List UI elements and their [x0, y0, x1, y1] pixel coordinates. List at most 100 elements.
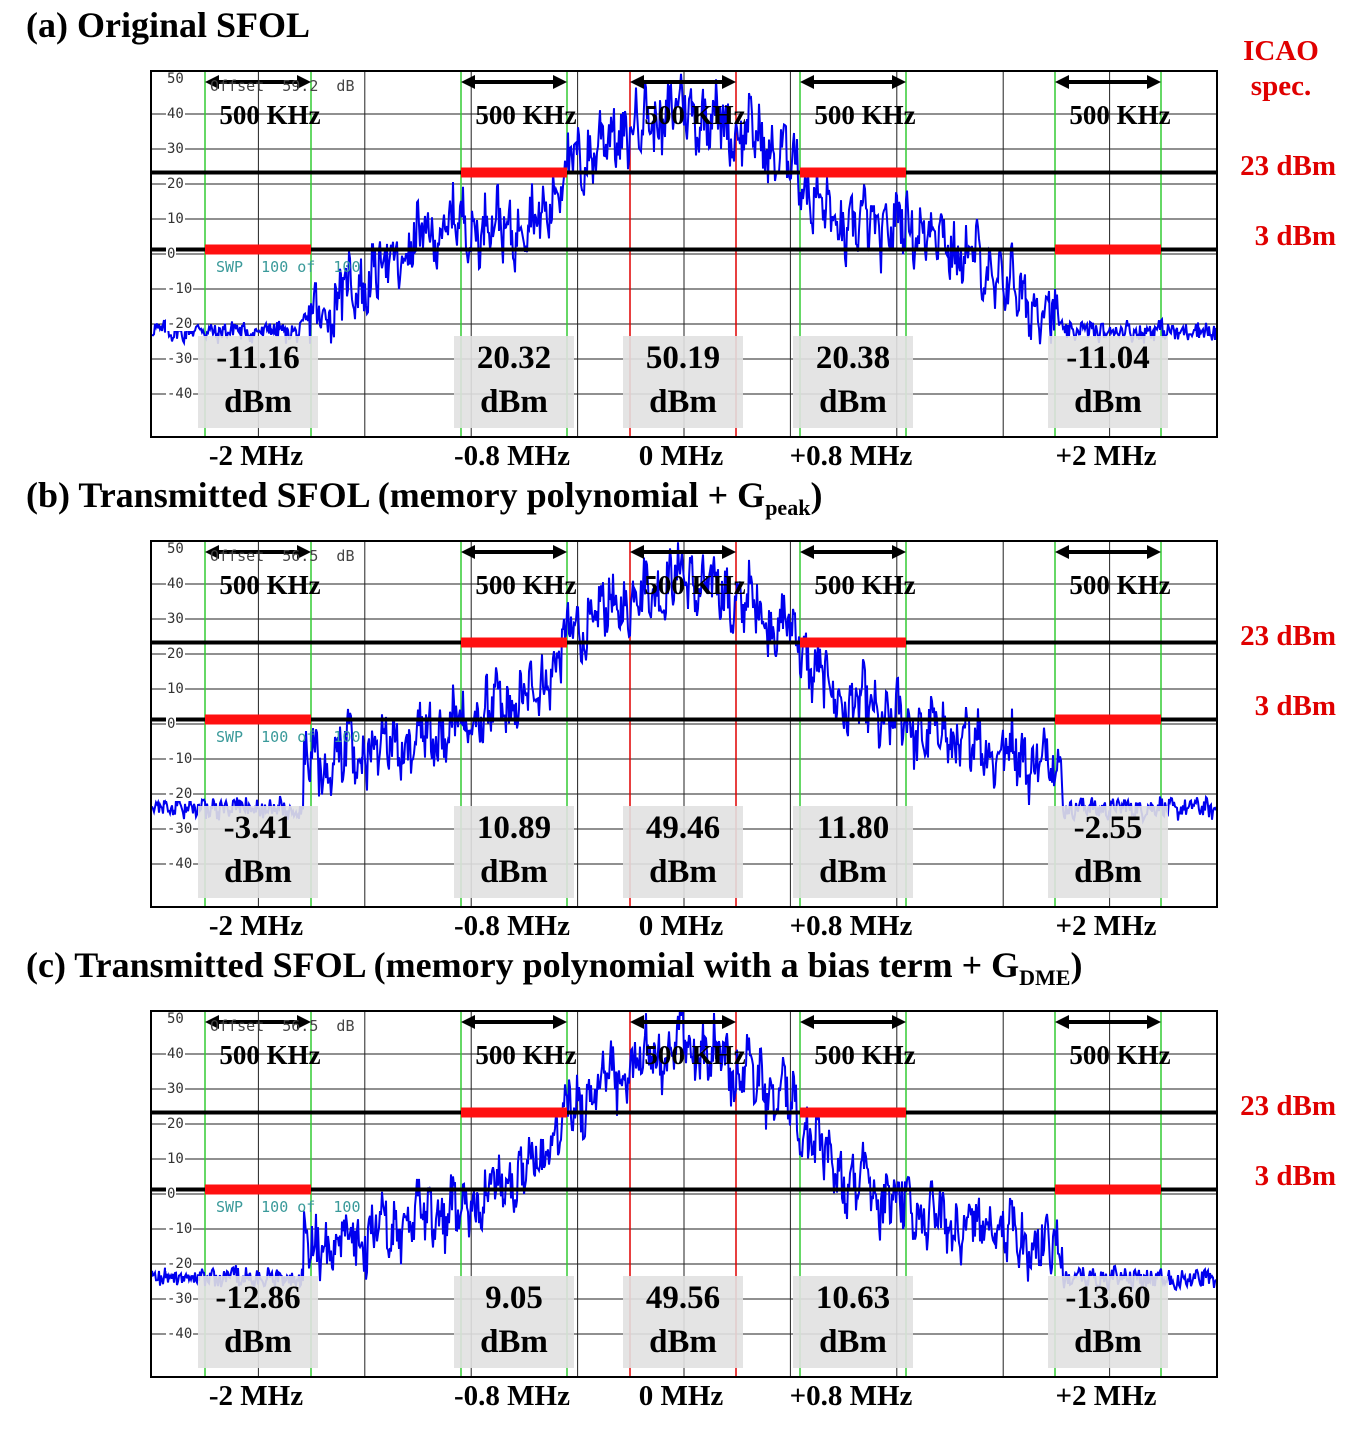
- channel-power-value: -11.04: [1066, 340, 1150, 376]
- window-arrow-head: [722, 75, 736, 89]
- window-arrow-head: [461, 1015, 475, 1029]
- x-tick-label: -0.8 MHz: [454, 440, 570, 472]
- window-width-label: 500 KHz: [644, 570, 746, 600]
- window-arrow-head: [892, 75, 906, 89]
- window-arrow-head: [630, 545, 644, 559]
- x-tick-label: -0.8 MHz: [454, 910, 570, 942]
- x-tick-label: +0.8 MHz: [789, 1380, 913, 1412]
- channel-power-unit: dBm: [224, 384, 292, 420]
- window-arrow-head: [1147, 545, 1161, 559]
- window-arrow-head: [1055, 75, 1069, 89]
- window-arrow-head: [461, 75, 475, 89]
- spectrum-plot: 50 40 30 20 10 0 -10 -20 -30 -40 Offset 56.5 dB SWP…: [150, 1010, 1218, 1378]
- spectrum-plot: 50 40 30 20 10 0 -10 -20 -30 -40 Offset 56.5 dB SWP…: [150, 540, 1218, 908]
- window-arrow-head: [630, 75, 644, 89]
- window-arrow-head: [800, 545, 814, 559]
- spectrum-trace-series: [152, 73, 1216, 347]
- channel-power-value: 20.32: [476, 340, 552, 376]
- channel-power-value: -12.86: [215, 1280, 301, 1316]
- channel-power-value: -11.16: [216, 340, 300, 376]
- channel-power-value: 9.05: [485, 1280, 543, 1316]
- sweep-readout: SWP 100 of 100: [216, 728, 361, 746]
- window-width-label: 500 KHz: [475, 100, 577, 130]
- spec-level-label: 23 dBm: [1240, 620, 1336, 652]
- y-tick-label: -30: [166, 351, 194, 367]
- channel-power-value: 10.63: [815, 1280, 891, 1316]
- x-tick-label: +2 MHz: [1055, 910, 1157, 942]
- window-arrow-head: [1055, 545, 1069, 559]
- window-width-label: 500 KHz: [644, 100, 746, 130]
- window-arrow-head: [297, 545, 311, 559]
- window-arrow-head: [800, 1015, 814, 1029]
- spec-level-label: 3 dBm: [1254, 690, 1336, 722]
- y-tick-label: -10: [166, 281, 194, 297]
- y-tick-label: -30: [166, 821, 194, 837]
- panel-title-text: (b) Transmitted SFOL (memory polynomial …: [26, 475, 766, 515]
- panel-title-end: ): [810, 475, 823, 515]
- y-axis-labels: 50 40 30 20 10 0 -10 -20 -30 -40: [152, 1012, 194, 1376]
- y-tick-label: 40: [166, 576, 185, 592]
- channel-power-box: 11.80 dBm: [793, 806, 913, 898]
- spectrum-trace-series: [152, 1012, 1216, 1292]
- window-width-label: 500 KHz: [475, 1040, 577, 1070]
- x-tick-label: +2 MHz: [1055, 1380, 1157, 1412]
- window-width-label: 500 KHz: [644, 1040, 746, 1070]
- panel-title-end: ): [1070, 945, 1083, 985]
- window-arrow-head: [892, 545, 906, 559]
- offset-readout: Offset 56.5 dB: [210, 547, 355, 565]
- window-arrow-head: [553, 1015, 567, 1029]
- x-tick-label: 0 MHz: [638, 910, 724, 942]
- channel-power-unit: dBm: [819, 384, 887, 420]
- spec-level-label: 23 dBm: [1240, 150, 1336, 182]
- channel-power-unit: dBm: [224, 1324, 292, 1360]
- window-arrow-head: [553, 545, 567, 559]
- window-width-label: 500 KHz: [219, 1040, 321, 1070]
- y-tick-label: 20: [166, 646, 185, 662]
- channel-power-value: -3.41: [223, 810, 293, 846]
- channel-power-value: 50.19: [645, 340, 721, 376]
- x-tick-label: -2 MHz: [208, 1380, 304, 1412]
- spectrum-trace-series: [152, 542, 1216, 825]
- channel-power-box: 50.19 dBm: [623, 336, 743, 428]
- window-arrow-head: [205, 75, 219, 89]
- window-arrow-head: [630, 1015, 644, 1029]
- y-tick-label: 10: [166, 1151, 185, 1167]
- y-tick-label: -30: [166, 1291, 194, 1307]
- spectrum-svg: [152, 72, 1216, 436]
- offset-readout: Offset 59.2 dB: [210, 77, 355, 95]
- window-arrow-head: [461, 545, 475, 559]
- channel-power-box: -11.04 dBm: [1048, 336, 1168, 428]
- sweep-readout: SWP 100 of 100: [216, 1198, 361, 1216]
- channel-power-unit: dBm: [649, 854, 717, 890]
- y-tick-label: -10: [166, 751, 194, 767]
- window-width-label: 500 KHz: [1069, 100, 1171, 130]
- x-tick-label: +2 MHz: [1055, 440, 1157, 472]
- y-tick-label: -20: [166, 1256, 194, 1272]
- window-arrow-head: [722, 1015, 736, 1029]
- channel-power-unit: dBm: [819, 1324, 887, 1360]
- y-tick-label: -40: [166, 856, 194, 872]
- window-arrow-head: [1147, 75, 1161, 89]
- window-arrow-head: [722, 545, 736, 559]
- y-tick-label: -20: [166, 786, 194, 802]
- window-width-label: 500 KHz: [814, 1040, 916, 1070]
- offset-readout: Offset 56.5 dB: [210, 1017, 355, 1035]
- channel-power-unit: dBm: [649, 384, 717, 420]
- channel-power-unit: dBm: [480, 384, 548, 420]
- channel-power-unit: dBm: [1074, 384, 1142, 420]
- window-width-label: 500 KHz: [814, 570, 916, 600]
- icao-spec-heading: ICAO spec.: [1226, 34, 1336, 104]
- sweep-readout: SWP 100 of 100: [216, 258, 361, 276]
- y-tick-label: 30: [166, 611, 185, 627]
- channel-power-box: 49.46 dBm: [623, 806, 743, 898]
- channel-power-value: -13.60: [1065, 1280, 1151, 1316]
- channel-power-unit: dBm: [1074, 854, 1142, 890]
- y-tick-label: 20: [166, 1116, 185, 1132]
- spec-level-label: 23 dBm: [1240, 1090, 1336, 1122]
- y-tick-label: 40: [166, 1046, 185, 1062]
- channel-power-unit: dBm: [1074, 1324, 1142, 1360]
- y-axis-labels: 50 40 30 20 10 0 -10 -20 -30 -40: [152, 72, 194, 436]
- window-arrow-head: [297, 1015, 311, 1029]
- window-arrow-head: [1147, 1015, 1161, 1029]
- channel-power-box: 10.63 dBm: [793, 1276, 913, 1368]
